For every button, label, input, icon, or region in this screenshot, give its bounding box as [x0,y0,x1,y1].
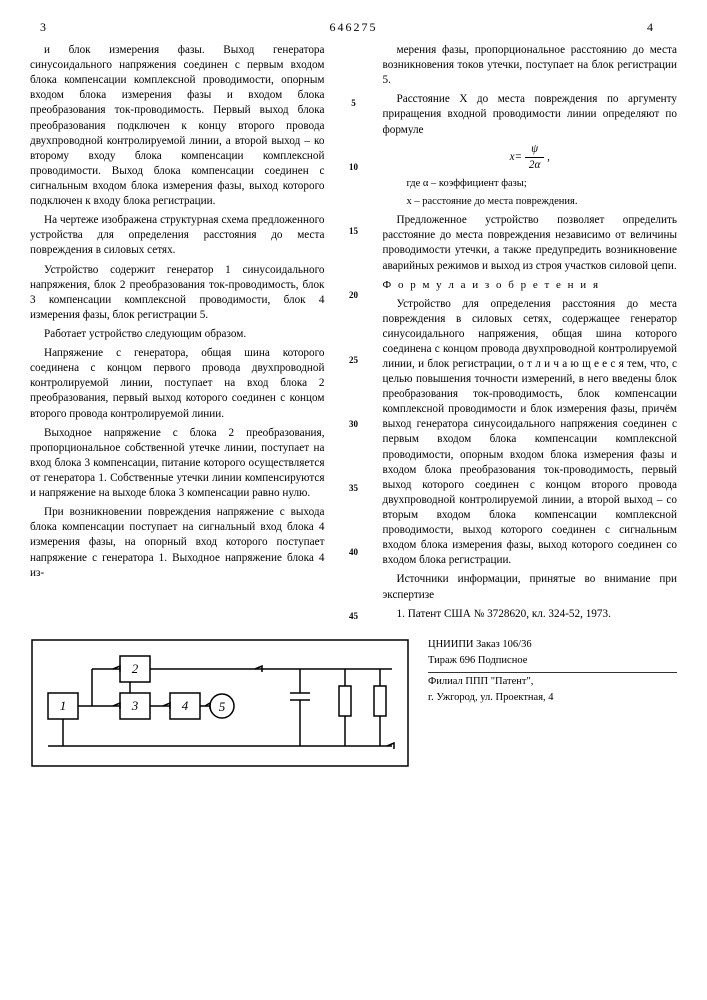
para: Напряжение с генератора, общая шина кото… [30,346,325,422]
box-label-4: 4 [182,698,189,713]
box-label-2: 2 [132,661,139,676]
claim-text: Устройство для определения расстояния до… [383,297,678,569]
para: Устройство содержит генератор 1 синусоид… [30,263,325,323]
page-header: 3 646275 4 [30,20,677,35]
box-label-1: 1 [60,698,67,713]
page-num-right: 4 [647,20,667,35]
line-marker: 10 [349,161,358,173]
para: мерения фазы, пропорциональное расстояни… [383,43,678,88]
para: При возникновении повреждения напряжение… [30,505,325,581]
imprint-line: ЦНИИПИ Заказ 106/36 [428,638,677,652]
denominator: 2α [525,158,544,173]
line-marker: 20 [349,289,358,301]
line-number-gutter: 5 10 15 20 25 30 35 40 45 [347,43,361,626]
imprint-block: ЦНИИПИ Заказ 106/36 Тираж 696 Подписное … [428,638,677,708]
line-marker: 5 [351,97,356,109]
line-marker: 45 [349,610,358,622]
para: Предложенное устройство позволяет опреде… [383,213,678,273]
para: и блок измерения фазы. Выход генератора … [30,43,325,209]
line-marker: 35 [349,482,358,494]
imprint-line: г. Ужгород, ул. Проектная, 4 [428,691,677,705]
box-label-3: 3 [131,698,139,713]
claims-heading: Ф о р м у л а и з о б р е т е н и я [383,278,678,293]
where-line: где α – коэффициент фазы; [383,177,678,191]
formula: x= ψ 2α , [383,142,678,173]
para: Расстояние X до места повреждения по арг… [383,92,678,137]
para: На чертеже изображена структурная схема … [30,213,325,258]
where-line: x – расстояние до места повреждения. [383,195,678,209]
imprint-line: Тираж 696 Подписное [428,654,677,668]
sources-heading: Источники информации, принятые во вниман… [383,572,678,602]
right-column: мерения фазы, пропорциональное расстояни… [383,43,678,626]
line-marker: 15 [349,225,358,237]
left-column: и блок измерения фазы. Выход генератора … [30,43,325,626]
patent-number: 646275 [330,20,378,35]
imprint-line: Филиал ППП "Патент", [428,675,677,689]
fraction: ψ 2α [525,142,544,173]
page-num-left: 3 [40,20,60,35]
box-label-5: 5 [219,699,226,714]
numerator: ψ [525,142,544,158]
sources-item: 1. Патент США № 3728620, кл. 324-52, 197… [383,607,678,622]
block-diagram: 1 2 3 4 5 [30,638,410,773]
line-marker: 25 [349,354,358,366]
line-marker: 40 [349,546,358,558]
para: Выходное напряжение с блока 2 преобразов… [30,426,325,502]
formula-lhs: x= [510,151,523,163]
formula-end: , [547,151,550,163]
para: Работает устройство следующим образом. [30,327,325,342]
line-marker: 30 [349,418,358,430]
